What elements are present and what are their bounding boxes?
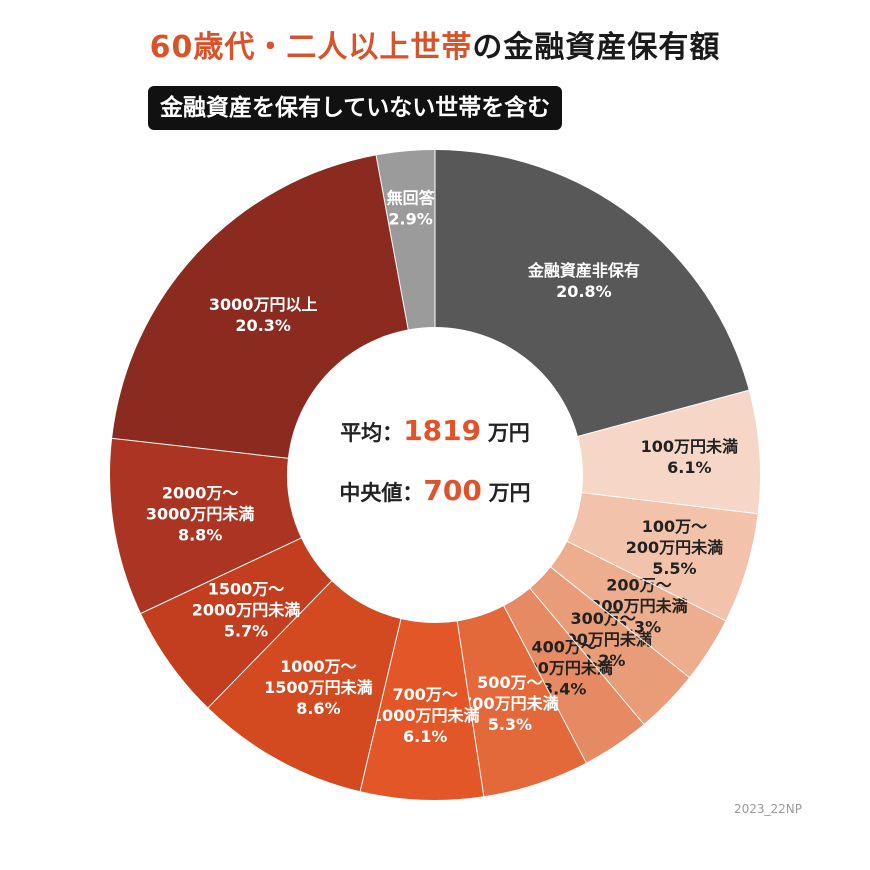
slice-separator <box>456 621 485 797</box>
donut-slice <box>530 567 690 725</box>
slice-separator <box>207 580 333 709</box>
mean-label: 平均： <box>340 421 404 445</box>
slice-separator <box>112 437 289 459</box>
slice-label: 400万～ 500万円未満 3.4% <box>515 638 612 699</box>
mean-readout: 平均：1819 万円 <box>300 414 570 447</box>
slice-label: 2000万～ 3000万円未満 8.8% <box>146 484 255 545</box>
donut-slice <box>112 155 409 459</box>
chart-title: 60歳代・二人以上世帯の金融資産保有額 <box>0 22 870 66</box>
slice-label: 500万～ 700万円未満 5.3% <box>461 673 558 734</box>
median-unit: 万円 <box>488 481 531 505</box>
donut-slice <box>550 541 726 678</box>
donut-slice <box>503 588 644 763</box>
slice-separator <box>577 389 749 437</box>
donut-slice <box>110 438 302 614</box>
mean-unit: 万円 <box>487 421 530 445</box>
median-readout: 中央値：700 万円 <box>300 474 570 507</box>
slice-label: 100万～ 200万円未満 5.5% <box>626 517 723 578</box>
slice-separator <box>581 492 758 515</box>
donut-slice <box>140 538 332 708</box>
donut-slice <box>360 619 484 801</box>
chart-title-rest: の金融資産保有額 <box>472 30 721 65</box>
chart-title-highlight: 60歳代・二人以上世帯 <box>149 30 473 65</box>
slice-label: 3000万円以上 20.3% <box>209 295 318 335</box>
slice-label: 無回答 2.9% <box>387 189 436 229</box>
median-value: 700 <box>423 474 482 507</box>
slice-separator <box>140 537 302 614</box>
slice-label: 1500万～ 2000万円未満 5.7% <box>192 580 301 641</box>
slice-separator <box>375 155 409 330</box>
source-code: 2023_22NP <box>733 802 802 816</box>
mean-value: 1819 <box>403 414 482 447</box>
slice-label: 1000万～ 1500万円未満 8.6% <box>264 657 373 718</box>
slice-separator <box>567 540 726 622</box>
donut-slice <box>457 606 587 797</box>
slice-separator <box>550 566 690 678</box>
slice-label: 200万～ 300万円未満 3.3% <box>590 575 687 636</box>
chart-subtitle-badge: 金融資産を保有していない世帯を含む <box>148 86 563 130</box>
donut-slice <box>567 492 758 621</box>
slice-label: 100万円未満 6.1% <box>641 437 738 477</box>
slice-label: 金融資産非保有 20.8% <box>527 261 640 301</box>
median-label: 中央値： <box>339 481 424 505</box>
donut-slice <box>376 150 435 330</box>
donut-slice <box>208 580 401 792</box>
donut-slice <box>577 390 760 514</box>
slice-separator <box>529 588 645 725</box>
donut-slice <box>435 150 749 437</box>
slice-separator <box>359 618 402 792</box>
slice-label: 700万～ 1000万円未満 6.1% <box>371 685 480 746</box>
slice-separator <box>503 605 587 763</box>
